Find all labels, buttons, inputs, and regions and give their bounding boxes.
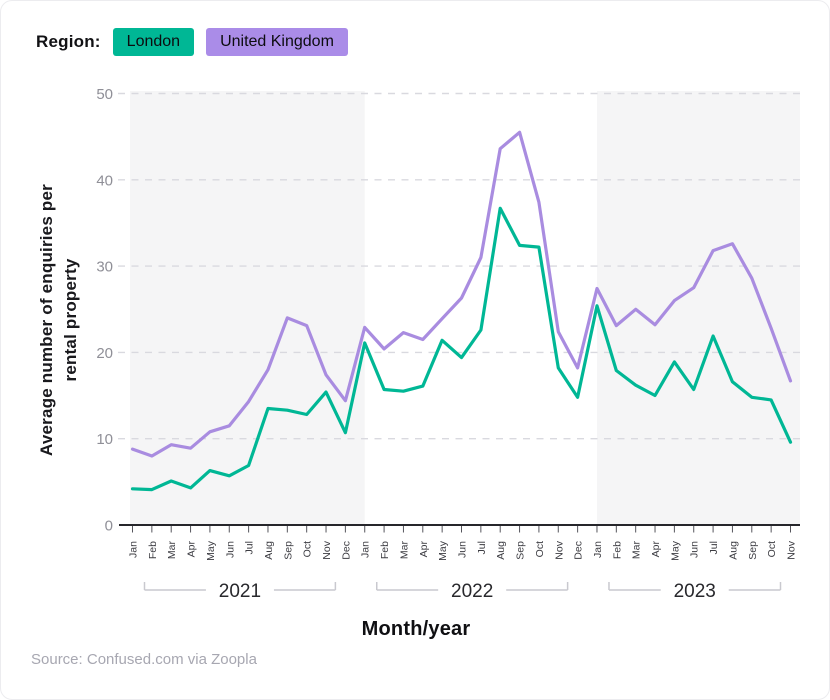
y-tick-label-50: 50 bbox=[96, 86, 113, 103]
month-label: Apr bbox=[186, 541, 198, 558]
series-line-london bbox=[130, 206, 793, 492]
month-label: Jan bbox=[128, 541, 140, 558]
month-label: Mar bbox=[166, 541, 178, 560]
legend-region-label: Region: bbox=[36, 32, 101, 51]
series-line-united-kingdom bbox=[130, 130, 793, 458]
month-label: Nov bbox=[321, 540, 333, 559]
month-label: May bbox=[669, 540, 681, 561]
month-label: Dec bbox=[340, 541, 352, 560]
month-label: Sep bbox=[747, 541, 759, 560]
enquiries-line-chart: 0 10 20 30 40 50 Jan Feb Mar Apr May Jun Jul Aug Sep Oc… bbox=[96, 86, 800, 602]
month-label: Jun bbox=[457, 541, 469, 558]
y-tick-label-0: 0 bbox=[105, 518, 113, 535]
month-label: Feb bbox=[611, 541, 623, 559]
month-label: Mar bbox=[398, 541, 410, 560]
month-label: Sep bbox=[282, 541, 294, 560]
x-axis-label: Month/year bbox=[361, 618, 471, 640]
y-tick-label-30: 30 bbox=[96, 259, 113, 276]
legend-chip-london[interactable]: London bbox=[112, 28, 195, 56]
month-label: Dec bbox=[573, 541, 585, 560]
month-label: Nov bbox=[786, 540, 798, 559]
month-label: Jan bbox=[360, 541, 372, 558]
month-label: Apr bbox=[650, 541, 662, 558]
source-text: Source: Confused.com via Zoopla bbox=[31, 651, 257, 668]
month-label: Aug bbox=[727, 541, 739, 560]
y-tick-label-10: 10 bbox=[96, 431, 113, 448]
y-tick-label-20: 20 bbox=[96, 345, 113, 362]
month-label: Oct bbox=[302, 541, 314, 557]
y-tick-label-40: 40 bbox=[96, 172, 113, 189]
month-label: May bbox=[205, 540, 217, 561]
month-label: Jul bbox=[244, 541, 256, 554]
month-label: Feb bbox=[379, 541, 391, 559]
month-label: Aug bbox=[495, 541, 507, 560]
month-label: Oct bbox=[766, 541, 778, 557]
month-label: Jun bbox=[689, 541, 701, 558]
legend: Region: London United Kingdom bbox=[36, 28, 348, 56]
month-label: Apr bbox=[418, 541, 430, 558]
year-label-2022: 2022 bbox=[451, 581, 493, 602]
month-label: Feb bbox=[147, 541, 159, 559]
month-label: Jun bbox=[224, 541, 236, 558]
month-label: Aug bbox=[263, 541, 275, 560]
year-band-2023 bbox=[596, 91, 800, 525]
month-label: Jul bbox=[476, 541, 488, 554]
month-label: Sep bbox=[515, 541, 527, 560]
year-band-2021 bbox=[130, 91, 365, 525]
legend-chip-united-kingdom[interactable]: United Kingdom bbox=[206, 28, 348, 56]
month-label: Jan bbox=[592, 541, 604, 558]
month-label: Mar bbox=[631, 541, 643, 560]
month-label: Oct bbox=[534, 541, 546, 557]
month-label: Jul bbox=[708, 541, 720, 554]
year-label-2021: 2021 bbox=[219, 581, 261, 602]
year-label-2023: 2023 bbox=[674, 581, 716, 602]
month-label: May bbox=[437, 540, 449, 561]
month-label: Nov bbox=[553, 540, 565, 559]
